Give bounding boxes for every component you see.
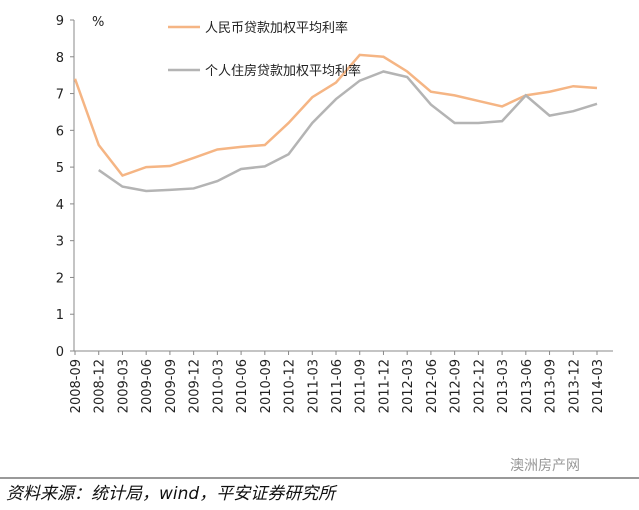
x-tick-label: 2012-09	[449, 359, 464, 413]
x-tick-label: 2014-03	[591, 359, 606, 413]
x-tick-label: 2009-09	[164, 359, 179, 413]
y-tick-label: 7	[56, 88, 64, 103]
x-tick-label: 2011-12	[377, 359, 392, 413]
y-tick-label: 4	[56, 198, 64, 213]
x-tick-label: 2009-12	[188, 359, 203, 413]
x-tick-label: 2013-12	[567, 359, 582, 413]
x-tick-label: 2010-06	[235, 359, 250, 413]
x-tick-label: 2010-03	[211, 359, 226, 413]
y-tick-label: 5	[56, 161, 64, 176]
x-tick-label: 2010-09	[259, 359, 274, 413]
y-tick-label: 0	[56, 345, 64, 360]
y-tick-label: 2	[56, 271, 64, 286]
x-tick-label: 2011-06	[330, 359, 345, 413]
x-tick-label: 2008-12	[93, 359, 108, 413]
x-tick-label: 2008-09	[69, 359, 84, 413]
x-tick-label: 2009-03	[116, 359, 131, 413]
source-note: 资料来源：统计局，wind，平安证券研究所	[6, 484, 338, 504]
series-line	[98, 70, 598, 193]
x-tick-label: 2013-06	[520, 359, 535, 413]
y-tick-label: 1	[56, 308, 64, 323]
y-tick-label: 6	[56, 124, 64, 139]
x-tick-label: 2013-09	[544, 359, 559, 413]
x-tick-label: 2011-03	[306, 359, 321, 413]
x-tick-label: 2012-12	[472, 359, 487, 413]
watermark: 澳洲房产网	[510, 458, 580, 474]
series-line	[73, 53, 598, 178]
x-tick-label: 2013-03	[496, 359, 511, 413]
legend-label: 人民币贷款加权平均利率	[205, 20, 348, 36]
y-tick-label: 9	[56, 14, 64, 29]
x-tick-label: 2012-03	[401, 359, 416, 413]
x-tick-label: 2012-06	[425, 359, 440, 413]
x-tick-label: 2011-09	[354, 359, 369, 413]
y-tick-label: 8	[56, 51, 64, 66]
y-tick-label: 3	[56, 235, 64, 250]
x-tick-label: 2009-06	[140, 359, 155, 413]
y-unit-label: %	[92, 15, 104, 30]
legend-label: 个人住房贷款加权平均利率	[205, 63, 361, 79]
x-tick-label: 2010-12	[283, 359, 298, 413]
